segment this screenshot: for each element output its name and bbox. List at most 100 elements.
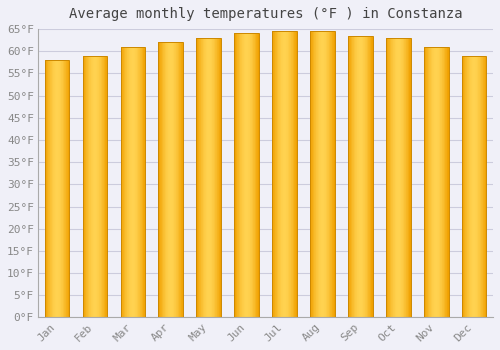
Bar bbox=[482, 56, 484, 317]
Bar bbox=[69, 60, 70, 317]
Bar bbox=[446, 47, 448, 317]
Bar bbox=[120, 47, 145, 317]
Bar bbox=[469, 56, 470, 317]
Bar bbox=[396, 38, 397, 317]
Bar bbox=[280, 31, 281, 317]
Bar bbox=[62, 60, 63, 317]
Bar bbox=[473, 56, 474, 317]
Bar bbox=[163, 42, 164, 317]
Bar bbox=[362, 36, 363, 317]
Bar bbox=[395, 38, 396, 317]
Bar bbox=[248, 34, 249, 317]
Bar bbox=[46, 60, 47, 317]
Bar bbox=[179, 42, 180, 317]
Bar bbox=[258, 34, 259, 317]
Bar bbox=[66, 60, 67, 317]
Bar bbox=[172, 42, 174, 317]
Bar bbox=[136, 47, 137, 317]
Bar bbox=[479, 56, 480, 317]
Bar bbox=[465, 56, 466, 317]
Bar bbox=[106, 56, 108, 317]
Bar bbox=[63, 60, 64, 317]
Bar bbox=[354, 36, 355, 317]
Bar bbox=[317, 31, 318, 317]
Bar bbox=[100, 56, 101, 317]
Bar bbox=[249, 34, 250, 317]
Bar bbox=[367, 36, 368, 317]
Bar bbox=[480, 56, 481, 317]
Bar bbox=[94, 56, 95, 317]
Bar bbox=[277, 31, 278, 317]
Bar bbox=[278, 31, 279, 317]
Bar bbox=[250, 34, 251, 317]
Bar bbox=[84, 56, 85, 317]
Bar bbox=[437, 47, 438, 317]
Bar bbox=[462, 56, 463, 317]
Bar bbox=[364, 36, 366, 317]
Bar bbox=[282, 31, 284, 317]
Bar bbox=[400, 38, 402, 317]
Bar bbox=[90, 56, 92, 317]
Bar bbox=[160, 42, 161, 317]
Bar bbox=[204, 38, 205, 317]
Bar bbox=[472, 56, 473, 317]
Bar bbox=[103, 56, 104, 317]
Bar bbox=[132, 47, 133, 317]
Bar bbox=[131, 47, 132, 317]
Bar bbox=[355, 36, 356, 317]
Bar bbox=[369, 36, 370, 317]
Bar bbox=[97, 56, 98, 317]
Bar bbox=[235, 34, 236, 317]
Bar bbox=[316, 31, 317, 317]
Bar bbox=[88, 56, 89, 317]
Bar bbox=[158, 42, 159, 317]
Bar bbox=[174, 42, 175, 317]
Bar bbox=[239, 34, 240, 317]
Bar bbox=[326, 31, 327, 317]
Bar bbox=[245, 34, 246, 317]
Bar bbox=[49, 60, 50, 317]
Bar bbox=[320, 31, 321, 317]
Bar bbox=[478, 56, 479, 317]
Bar bbox=[389, 38, 390, 317]
Bar bbox=[144, 47, 145, 317]
Bar bbox=[296, 31, 297, 317]
Bar bbox=[126, 47, 128, 317]
Bar bbox=[50, 60, 51, 317]
Bar bbox=[443, 47, 444, 317]
Bar bbox=[356, 36, 358, 317]
Bar bbox=[237, 34, 238, 317]
Bar bbox=[182, 42, 183, 317]
Bar bbox=[334, 31, 335, 317]
Bar bbox=[434, 47, 435, 317]
Bar bbox=[436, 47, 437, 317]
Bar bbox=[85, 56, 86, 317]
Bar bbox=[208, 38, 210, 317]
Bar bbox=[402, 38, 403, 317]
Bar bbox=[319, 31, 320, 317]
Bar bbox=[196, 38, 197, 317]
Bar bbox=[398, 38, 399, 317]
Bar bbox=[276, 31, 277, 317]
Bar bbox=[211, 38, 212, 317]
Bar bbox=[82, 56, 84, 317]
Bar bbox=[432, 47, 433, 317]
Bar bbox=[471, 56, 472, 317]
Bar bbox=[162, 42, 163, 317]
Bar bbox=[292, 31, 293, 317]
Bar bbox=[468, 56, 469, 317]
Bar bbox=[394, 38, 395, 317]
Bar bbox=[435, 47, 436, 317]
Bar bbox=[178, 42, 179, 317]
Bar bbox=[290, 31, 292, 317]
Bar bbox=[159, 42, 160, 317]
Bar bbox=[198, 38, 199, 317]
Bar bbox=[293, 31, 294, 317]
Bar bbox=[175, 42, 176, 317]
Bar bbox=[272, 31, 273, 317]
Bar bbox=[433, 47, 434, 317]
Bar bbox=[206, 38, 207, 317]
Bar bbox=[426, 47, 427, 317]
Bar bbox=[371, 36, 372, 317]
Bar bbox=[440, 47, 441, 317]
